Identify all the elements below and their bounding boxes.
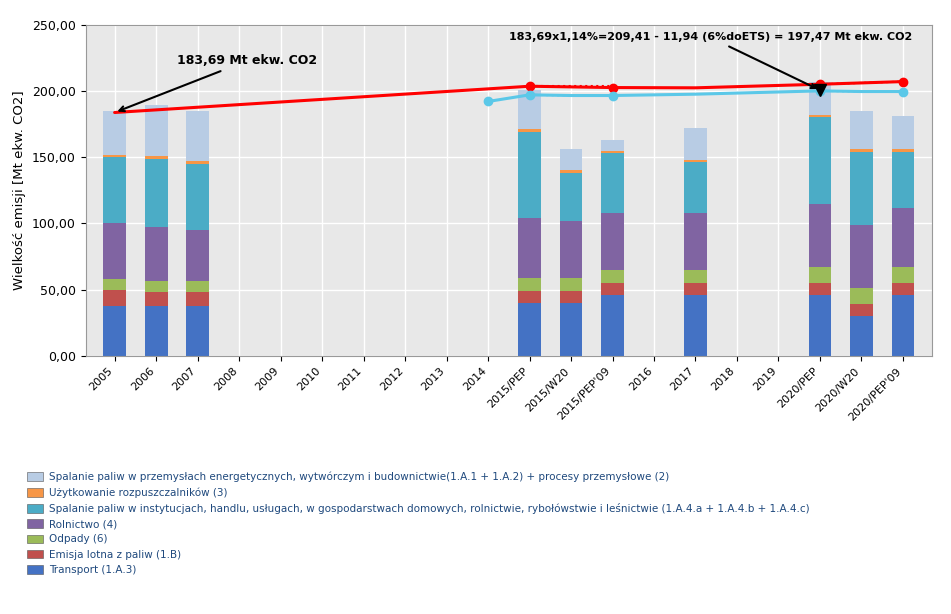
Bar (808, 115, 831, 117)
Bar (601, 270, 624, 283)
Bar (891, 149, 914, 152)
Bar (518, 130, 541, 132)
Bar (559, 149, 582, 171)
Text: 183,69 Mt ekw. CO2: 183,69 Mt ekw. CO2 (120, 55, 317, 111)
Bar (559, 173, 582, 221)
Bar (518, 218, 541, 278)
Bar (601, 283, 624, 295)
Bar (850, 316, 873, 356)
Bar (601, 150, 624, 154)
Bar (145, 306, 167, 356)
Bar (559, 278, 582, 291)
Bar (850, 305, 873, 316)
Bar (104, 290, 126, 306)
Bar (850, 149, 873, 152)
Bar (808, 117, 831, 204)
Bar (684, 128, 707, 160)
Bar (559, 221, 582, 278)
Bar (808, 267, 831, 283)
Bar (104, 155, 126, 157)
Bar (601, 295, 624, 356)
Bar (891, 283, 914, 295)
Bar (891, 152, 914, 208)
Bar (186, 230, 209, 281)
Bar (559, 171, 582, 173)
Bar (145, 158, 167, 227)
Bar (186, 306, 209, 356)
Bar (850, 111, 873, 149)
Bar (559, 291, 582, 303)
Bar (601, 213, 624, 270)
Bar (186, 111, 209, 161)
Bar (518, 278, 541, 291)
Bar (684, 163, 707, 213)
Bar (104, 111, 126, 155)
Bar (104, 157, 126, 223)
Legend: Spalanie paliw w przemysłach energetycznych, wytwórczym i budownictwie(1.A.1 + 1: Spalanie paliw w przemysłach energetyczn… (23, 467, 814, 579)
Bar (684, 270, 707, 283)
Bar (684, 295, 707, 356)
Bar (808, 204, 831, 267)
Bar (891, 295, 914, 356)
Bar (601, 140, 624, 150)
Bar (684, 160, 707, 163)
Y-axis label: Wielkość emisji [Mt ekw. CO2]: Wielkość emisji [Mt ekw. CO2] (13, 90, 27, 290)
Bar (145, 281, 167, 292)
Bar (145, 106, 167, 156)
Bar (601, 154, 624, 213)
Bar (891, 116, 914, 149)
Bar (891, 208, 914, 267)
Bar (145, 292, 167, 306)
Bar (104, 306, 126, 356)
Bar (850, 152, 873, 225)
Bar (684, 283, 707, 295)
Bar (850, 225, 873, 289)
Bar (808, 295, 831, 356)
Bar (186, 281, 209, 292)
Bar (891, 267, 914, 283)
Bar (518, 132, 541, 218)
Bar (850, 289, 873, 305)
Bar (186, 161, 209, 164)
Bar (559, 303, 582, 356)
Bar (808, 283, 831, 295)
Bar (145, 227, 167, 281)
Bar (186, 292, 209, 306)
Text: 183,69x1,14%=209,41 - 11,94 (6%doETS) = 197,47 Mt ekw. CO2: 183,69x1,14%=209,41 - 11,94 (6%doETS) = … (509, 33, 912, 88)
Bar (186, 164, 209, 230)
Bar (518, 303, 541, 356)
Bar (684, 213, 707, 270)
Bar (104, 223, 126, 279)
Bar (518, 291, 541, 303)
Bar (808, 82, 831, 115)
Bar (145, 156, 167, 158)
Bar (104, 279, 126, 290)
Bar (518, 90, 541, 130)
